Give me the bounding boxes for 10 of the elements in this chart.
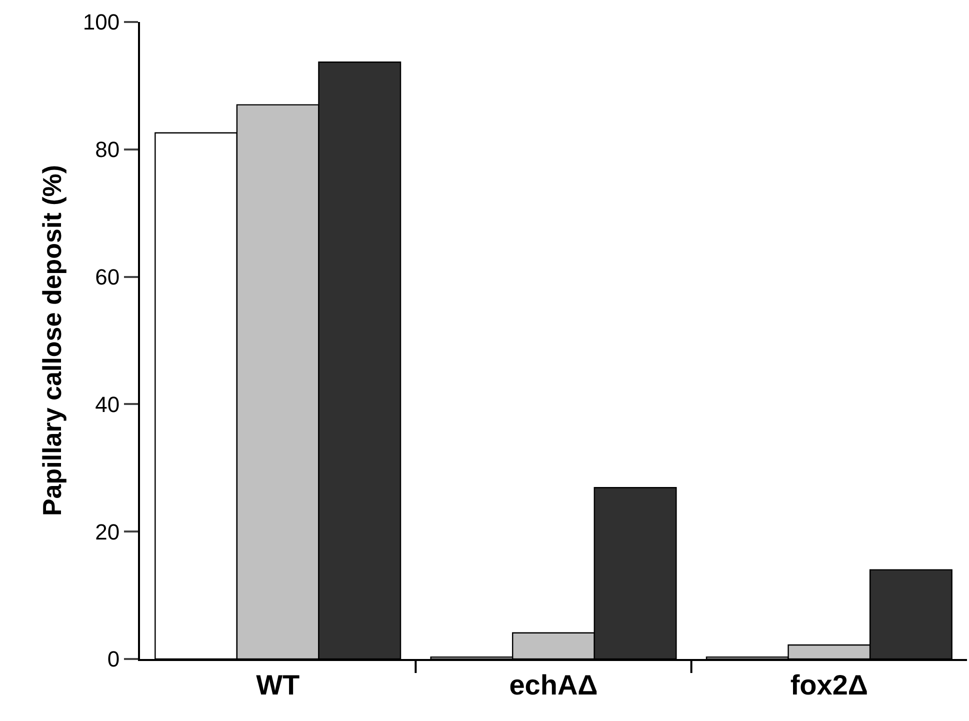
x-tick-label: echAΔ	[509, 670, 598, 701]
y-tick-label: 40	[95, 392, 120, 417]
y-tick-label: 0	[107, 646, 120, 672]
y-tick-label: 60	[95, 264, 120, 290]
y-tick-label: 100	[82, 10, 120, 35]
x-tick-label: WT	[256, 670, 300, 701]
y-axis-title: Papillary callose deposit (%)	[36, 164, 67, 516]
y-tick-label: 80	[95, 137, 120, 162]
y-tick-label: 20	[95, 519, 120, 544]
x-tick-label: fox2Δ	[790, 670, 868, 701]
